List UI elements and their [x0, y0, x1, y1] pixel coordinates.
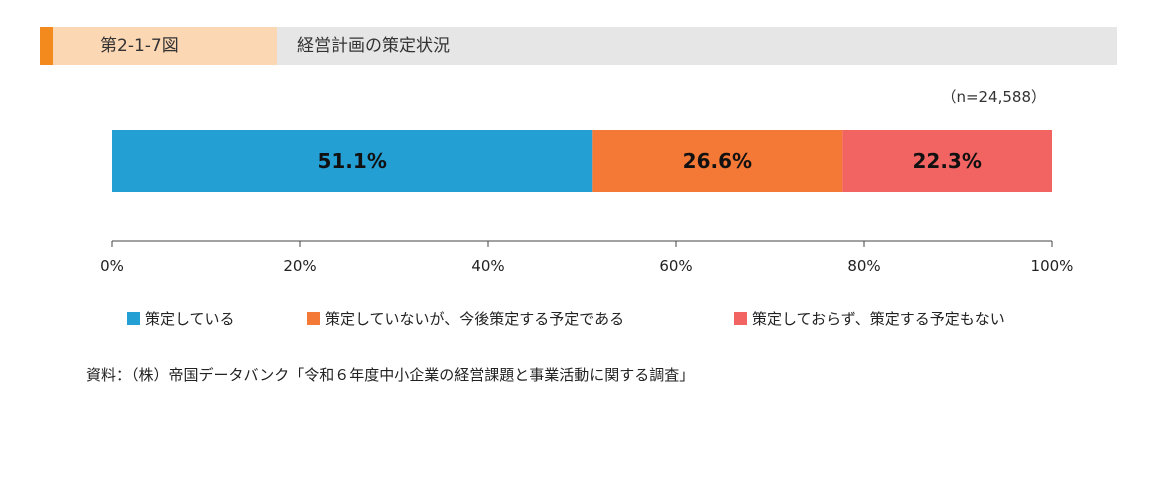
data-label-2: 26.6%: [683, 149, 752, 173]
data-label-3: 22.3%: [912, 149, 981, 173]
legend-swatch-2: [307, 312, 320, 325]
x-tick-label-3: 60%: [659, 257, 692, 275]
source-note: 資料：（株）帝国データバンク「令和６年度中小企業の経営課題と事業活動に関する調査…: [86, 366, 695, 384]
x-tick-label-2: 40%: [471, 257, 504, 275]
x-tick-label-5: 100%: [1031, 257, 1074, 275]
x-tick-label-0: 0%: [100, 257, 124, 275]
legend: 策定している 策定していないが、今後策定する予定である 策定しておらず、策定する…: [0, 308, 1166, 338]
legend-item-3: 策定しておらず、策定する予定もない: [734, 308, 1005, 329]
legend-label-2: 策定していないが、今後策定する予定である: [325, 310, 625, 328]
legend-item-1: 策定している: [127, 308, 235, 329]
figure-number: 第2-1-7図: [53, 27, 277, 65]
bar-segment-3: [842, 130, 1052, 192]
legend-swatch-1: [127, 312, 140, 325]
legend-label-1: 策定している: [145, 310, 235, 328]
data-label-1: 51.1%: [317, 149, 386, 173]
x-tick-label-4: 80%: [847, 257, 880, 275]
figure-header: 第2-1-7図 経営計画の策定状況: [40, 27, 1117, 65]
bar-segment-2: [592, 130, 843, 192]
legend-label-3: 策定しておらず、策定する予定もない: [752, 310, 1005, 328]
sample-size-note: （n=24,588）: [941, 88, 1046, 106]
stacked-bar-chart: 51.1% 26.6% 22.3% 0% 20% 40% 60% 80% 100%: [100, 130, 1074, 275]
header-accent: [40, 27, 53, 65]
bar-segment-1: [112, 130, 593, 192]
legend-item-2: 策定していないが、今後策定する予定である: [307, 308, 624, 329]
figure-title: 経営計画の策定状況: [297, 36, 450, 56]
x-tick-label-1: 20%: [283, 257, 316, 275]
legend-swatch-3: [734, 312, 747, 325]
